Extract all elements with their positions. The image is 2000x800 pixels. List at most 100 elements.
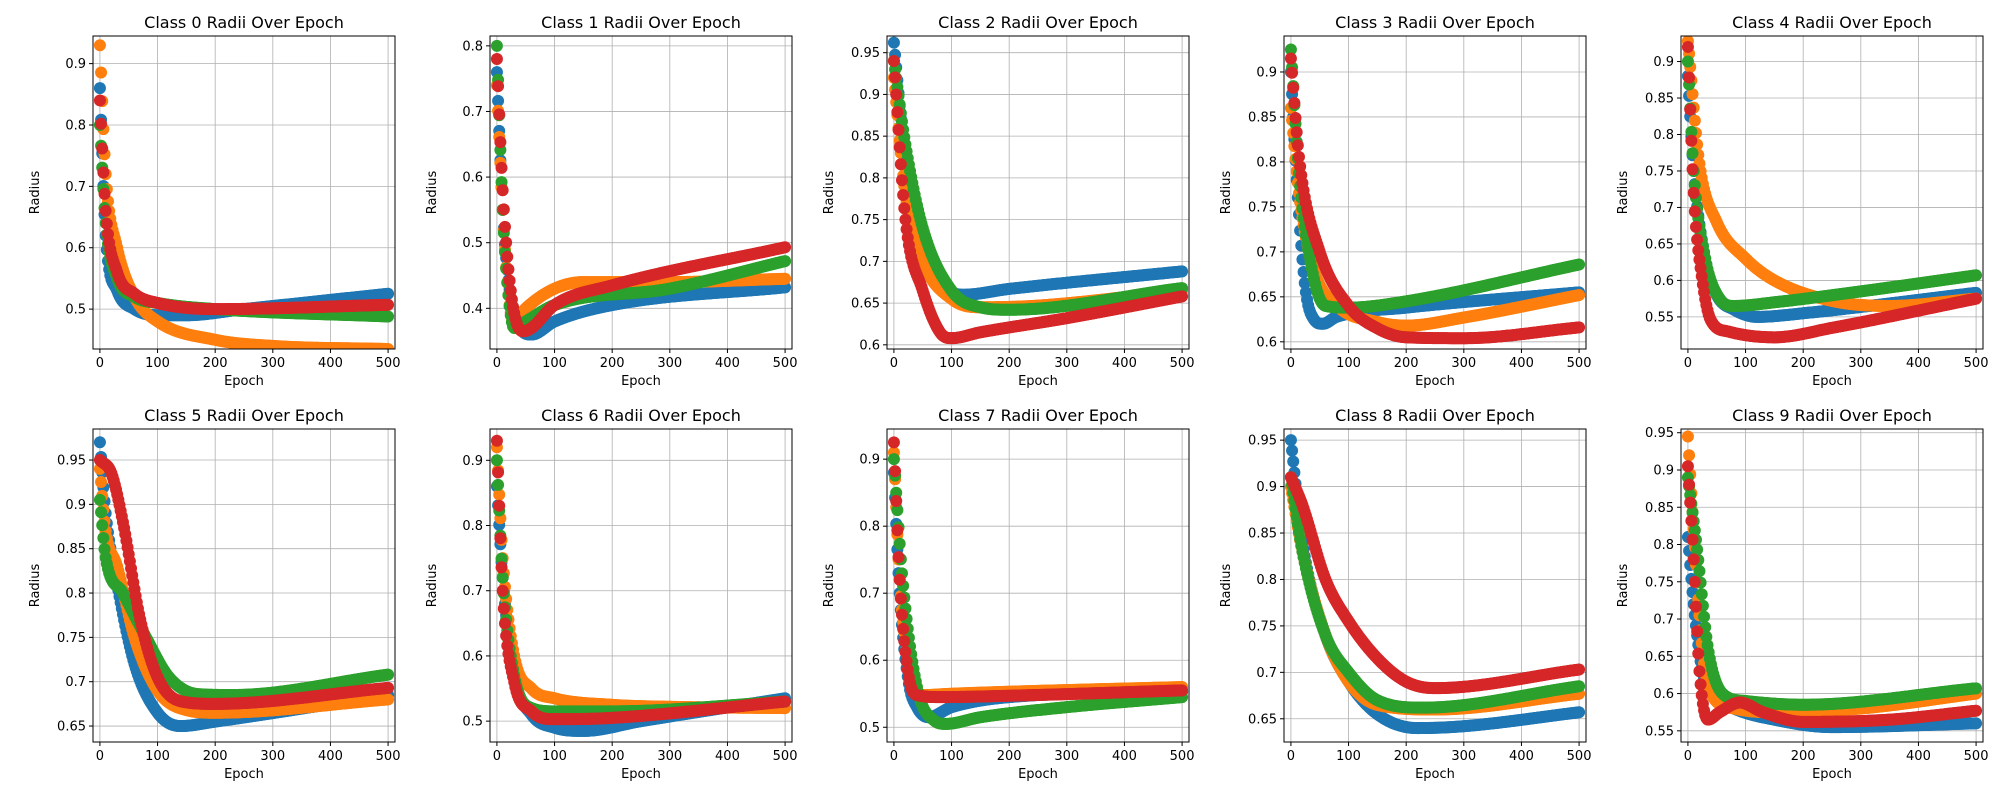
x-tick-label: 100 [1336,356,1361,371]
x-tick-label: 300 [260,356,285,371]
y-tick-label: 0.9 [65,57,86,72]
axes-frame [92,35,396,350]
data-point [95,117,108,130]
data-point [779,241,792,254]
data-point [1290,126,1303,139]
data-point [898,202,911,215]
data-point [887,55,900,68]
series-4 [887,55,1189,345]
y-axis-label: Radius [28,170,43,214]
subplot-class-3: 0 100 200 300 400 5000.60.650.70.750.80.850.9… [1219,13,1591,389]
x-tick-label: 0 [890,356,898,371]
data-point [495,161,508,174]
data-point [504,284,517,297]
data-point [890,88,903,101]
y-tick-label: 0.65 [1248,290,1277,305]
y-tick-label: 0.85 [851,130,880,145]
y-tick-label: 0.8 [859,171,880,186]
y-tick-label: 0.75 [851,213,880,228]
data-point [501,250,514,263]
data-point [496,184,509,197]
x-tick-label: 500 [1567,356,1592,371]
series-3 [1681,55,1983,312]
y-axis-label: Radius [425,170,440,214]
x-tick-label: 0 [493,356,501,371]
x-tick-label: 100 [145,356,170,371]
y-tick-label: 0.4 [462,302,483,317]
data-points [1681,36,1983,344]
data-point [1692,244,1705,257]
data-points [1284,43,1586,345]
x-axis-label: Epoch [1415,374,1455,389]
x-tick-label: 300 [1054,356,1079,371]
y-tick-label: 0.6 [462,171,483,186]
data-point [779,255,792,268]
data-points [887,36,1189,345]
data-point [93,82,106,95]
y-axis-label: Radius [822,170,837,214]
y-tick-label: 0.5 [462,236,483,251]
x-tick-label: 500 [773,356,798,371]
data-point [1686,163,1699,176]
data-point [1683,71,1696,84]
y-tick-label: 0.75 [1248,200,1277,215]
data-point [1292,150,1305,163]
subplot-class-2: 0 100 200 300 400 5000.60.650.70.750.80.850.9… [822,13,1194,389]
data-point [899,213,912,226]
data-point [889,71,902,84]
x-tick-label: 200 [203,356,228,371]
data-point [502,263,515,276]
data-point [490,39,503,52]
y-tick-label: 0.7 [1256,245,1277,260]
data-point [897,189,910,202]
y-tick-label: 0.7 [859,255,880,270]
data-point [1176,290,1189,303]
data-point [497,203,510,216]
y-tick-label: 0.7 [462,105,483,120]
data-point [492,94,505,107]
data-point [892,123,905,136]
x-axis-label: Epoch [224,374,264,389]
data-point [1691,233,1704,246]
x-tick-label: 100 [542,356,567,371]
data-point [1970,269,1983,282]
data-point [1573,289,1586,302]
chart-title: Class 1 Radii Over Epoch [541,13,741,32]
data-point [494,136,507,149]
data-point [98,187,111,200]
data-point [1686,88,1699,101]
y-tick-label: 0.7 [65,180,86,195]
chart-title: Class 3 Radii Over Epoch [1335,13,1535,32]
data-point [500,236,513,249]
x-tick-label: 200 [600,356,625,371]
data-point [887,36,900,49]
data-point [382,310,395,323]
data-point [1284,43,1297,56]
data-point [1686,147,1699,160]
data-point [1289,111,1302,124]
data-point [492,80,505,93]
y-tick-label: 0.65 [851,297,880,312]
data-point [93,94,106,107]
series-4 [1681,40,1983,344]
series-3 [887,55,1189,316]
data-point [779,272,792,285]
data-point [93,39,106,52]
y-tick-label: 0.9 [1256,65,1277,80]
x-tick-label: 200 [1394,356,1419,371]
data-point [1287,81,1300,94]
x-tick-label: 0 [96,356,104,371]
x-axis-label: Epoch [1018,374,1058,389]
x-tick-label: 0 [1287,356,1295,371]
data-point [498,220,511,233]
x-tick-label: 400 [1509,356,1534,371]
data-point [1687,186,1700,199]
data-point [1298,276,1311,289]
y-tick-label: 0.8 [65,118,86,133]
x-tick-label: 500 [376,356,401,371]
axes-frame [886,35,1190,350]
data-point [895,174,908,187]
x-tick-label: 200 [997,356,1022,371]
